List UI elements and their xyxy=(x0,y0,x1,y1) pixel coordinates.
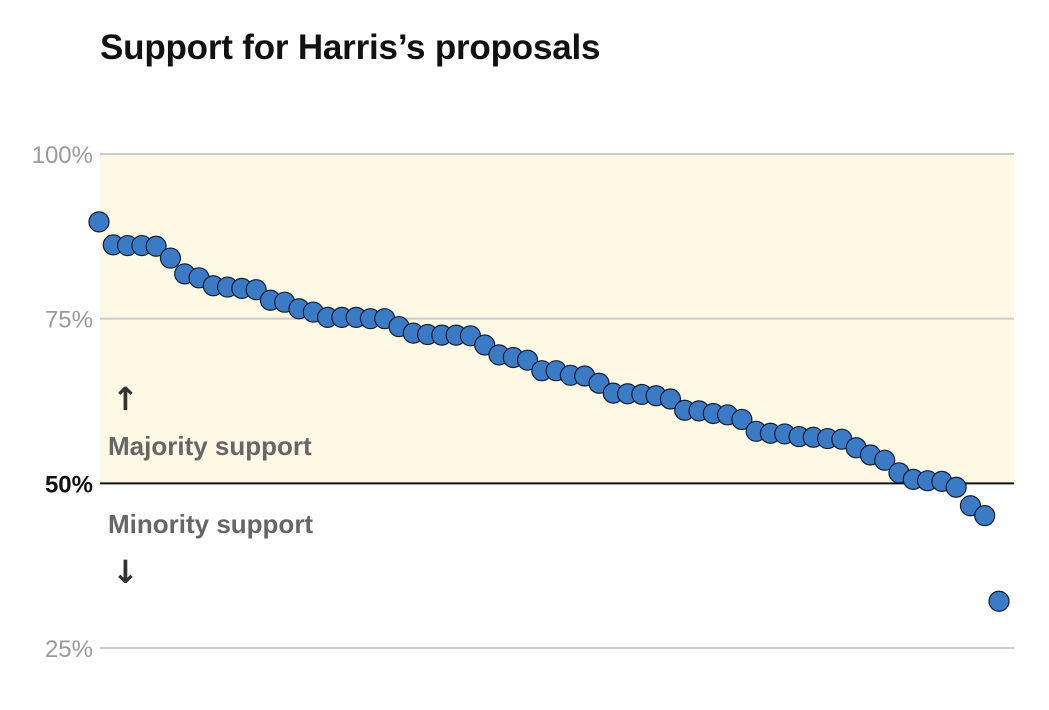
data-point xyxy=(988,590,1010,612)
data-point xyxy=(245,279,267,301)
down-arrow-icon: ↓ xyxy=(112,553,139,591)
y-tick-label: 100% xyxy=(32,142,93,169)
y-axis-ticks: 100% 75% 50% 25% xyxy=(32,142,93,663)
chart-title: Support for Harris’s proposals xyxy=(100,28,601,67)
data-point xyxy=(874,449,896,471)
data-point xyxy=(974,505,996,527)
minority-support-label: Minority support xyxy=(108,509,313,539)
data-point xyxy=(659,388,682,410)
y-tick-label: 75% xyxy=(45,307,93,334)
data-point xyxy=(945,476,967,498)
majority-support-label: Majority support xyxy=(108,431,312,461)
up-arrow-icon: ↑ xyxy=(112,380,139,418)
data-point xyxy=(516,349,539,371)
data-points xyxy=(88,211,1010,612)
grid-lines xyxy=(100,153,1014,649)
data-point xyxy=(731,408,753,431)
y-tick-label: 50% xyxy=(45,471,93,498)
data-point xyxy=(88,211,110,233)
data-point xyxy=(159,247,182,269)
y-tick-label: 25% xyxy=(45,636,93,663)
data-point xyxy=(145,235,167,257)
